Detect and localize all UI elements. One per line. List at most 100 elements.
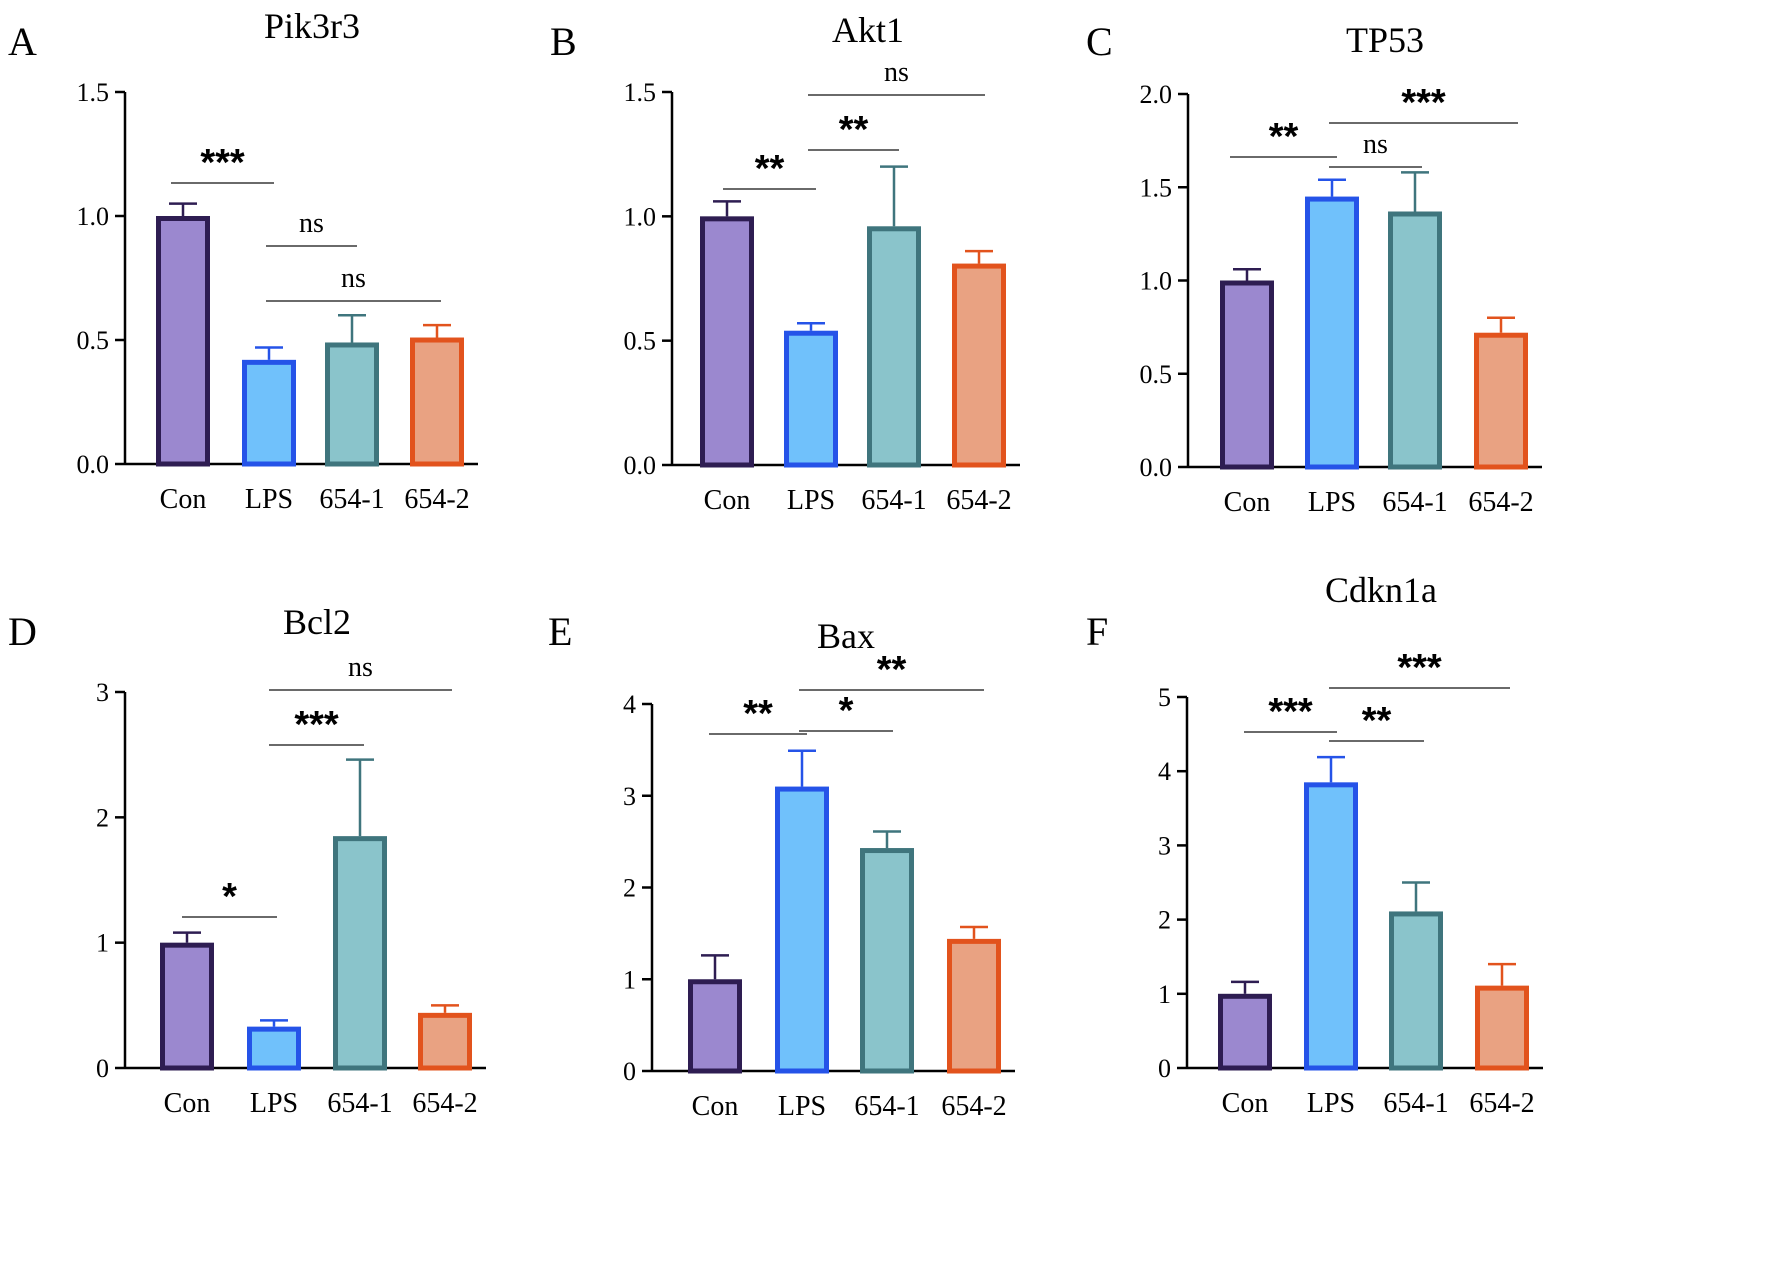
y-tick-label: 0 [96, 1054, 109, 1083]
panel-title-e: Bax [817, 616, 875, 656]
y-tick-label: 0.0 [77, 450, 110, 479]
x-tick-label: 654-1 [327, 1088, 392, 1119]
significance-label: *** [1397, 647, 1442, 689]
bar-lps [242, 359, 296, 467]
significance-label: *** [1401, 82, 1446, 124]
significance-label: ** [877, 649, 907, 691]
bar-con [1220, 280, 1274, 470]
x-tick-label: 654-2 [941, 1091, 1006, 1122]
y-tick-label: 4 [623, 690, 636, 719]
y-tick-label: 3 [1158, 831, 1171, 860]
y-tick-label: 1.0 [77, 202, 110, 231]
x-tick-label: LPS [778, 1091, 826, 1122]
panel-letter-f: F [1086, 609, 1109, 654]
panel-letter-e: E [548, 609, 573, 654]
bar-654-2 [418, 1012, 472, 1071]
panel-title-f: Cdkn1a [1325, 570, 1437, 610]
y-tick-label: 1.0 [1140, 267, 1173, 296]
panel-letter-c: C [1086, 19, 1113, 64]
bar-654-2 [947, 938, 1001, 1074]
y-tick-label: 2 [1158, 906, 1171, 935]
significance-label: *** [200, 142, 245, 184]
significance-label: *** [1268, 691, 1313, 733]
bar-654-2 [1474, 332, 1528, 470]
y-tick-label: 3 [96, 678, 109, 707]
y-tick-label: 1.0 [624, 202, 657, 231]
y-tick-label: 3 [623, 782, 636, 811]
bar-lps [775, 786, 829, 1074]
bar-654-2 [410, 337, 464, 467]
panel-letter-d: D [8, 609, 37, 654]
y-tick-label: 0.5 [77, 326, 110, 355]
x-tick-label: Con [704, 485, 751, 516]
y-tick-label: 1 [623, 965, 636, 994]
x-tick-label: Con [1224, 487, 1271, 518]
bar-con [160, 942, 214, 1071]
x-tick-label: 654-2 [404, 484, 469, 515]
bar-con [688, 979, 742, 1074]
bar-654-1 [325, 342, 379, 467]
x-tick-label: 654-1 [319, 484, 384, 515]
significance-label: * [222, 876, 237, 918]
bar-654-1 [867, 226, 921, 468]
bar-con [156, 216, 210, 467]
x-tick-label: 654-1 [1382, 487, 1447, 518]
significance-label: ns [348, 652, 373, 683]
x-tick-label: 654-2 [946, 485, 1011, 516]
y-tick-label: 2.0 [1140, 80, 1173, 109]
y-tick-label: 1.5 [1140, 173, 1173, 202]
x-tick-label: LPS [245, 484, 293, 515]
y-tick-label: 1.5 [77, 78, 110, 107]
significance-label: ns [299, 208, 324, 239]
significance-label: ** [1362, 700, 1392, 742]
y-tick-label: 0 [1158, 1054, 1171, 1083]
x-tick-label: 654-2 [1468, 487, 1533, 518]
x-tick-label: 654-1 [1383, 1088, 1448, 1119]
x-tick-label: LPS [787, 485, 835, 516]
y-tick-label: 0.5 [1140, 360, 1173, 389]
y-tick-label: 1 [96, 929, 109, 958]
bar-654-2 [952, 263, 1006, 468]
significance-label: ** [839, 109, 869, 151]
bar-654-1 [333, 836, 387, 1071]
x-tick-label: 654-1 [861, 485, 926, 516]
significance-label: *** [294, 704, 339, 746]
significance-label: ** [743, 693, 773, 735]
x-tick-label: LPS [1308, 487, 1356, 518]
bar-lps [1304, 782, 1358, 1071]
panel-title-a: Pik3r3 [263, 6, 361, 46]
panel-letter-b: B [550, 19, 577, 64]
y-tick-label: 1 [1158, 980, 1171, 1009]
x-tick-label: 654-2 [1469, 1088, 1534, 1119]
x-tick-label: Con [164, 1088, 211, 1119]
bar-654-1 [1389, 911, 1443, 1071]
bar-con [700, 216, 754, 468]
significance-label: ns [1363, 129, 1388, 160]
y-tick-label: 2 [623, 874, 636, 903]
bar-654-2 [1475, 985, 1529, 1071]
bar-lps [784, 330, 838, 468]
significance-label: ns [884, 57, 909, 88]
y-tick-label: 2 [96, 803, 109, 832]
x-tick-label: LPS [1307, 1088, 1355, 1119]
significance-label: ns [341, 263, 366, 294]
bar-654-1 [1388, 211, 1442, 470]
panel-title-b: Akt1 [832, 10, 904, 50]
panel-title-c: TP53 [1345, 20, 1425, 60]
y-tick-label: 0.0 [1140, 453, 1173, 482]
y-tick-label: 4 [1158, 757, 1171, 786]
y-tick-label: 0.0 [624, 451, 657, 480]
significance-label: * [839, 690, 854, 732]
x-tick-label: LPS [250, 1088, 298, 1119]
y-tick-label: 0 [623, 1057, 636, 1086]
bar-lps [1305, 196, 1359, 470]
bar-lps [247, 1026, 301, 1071]
y-tick-label: 1.5 [624, 78, 657, 107]
